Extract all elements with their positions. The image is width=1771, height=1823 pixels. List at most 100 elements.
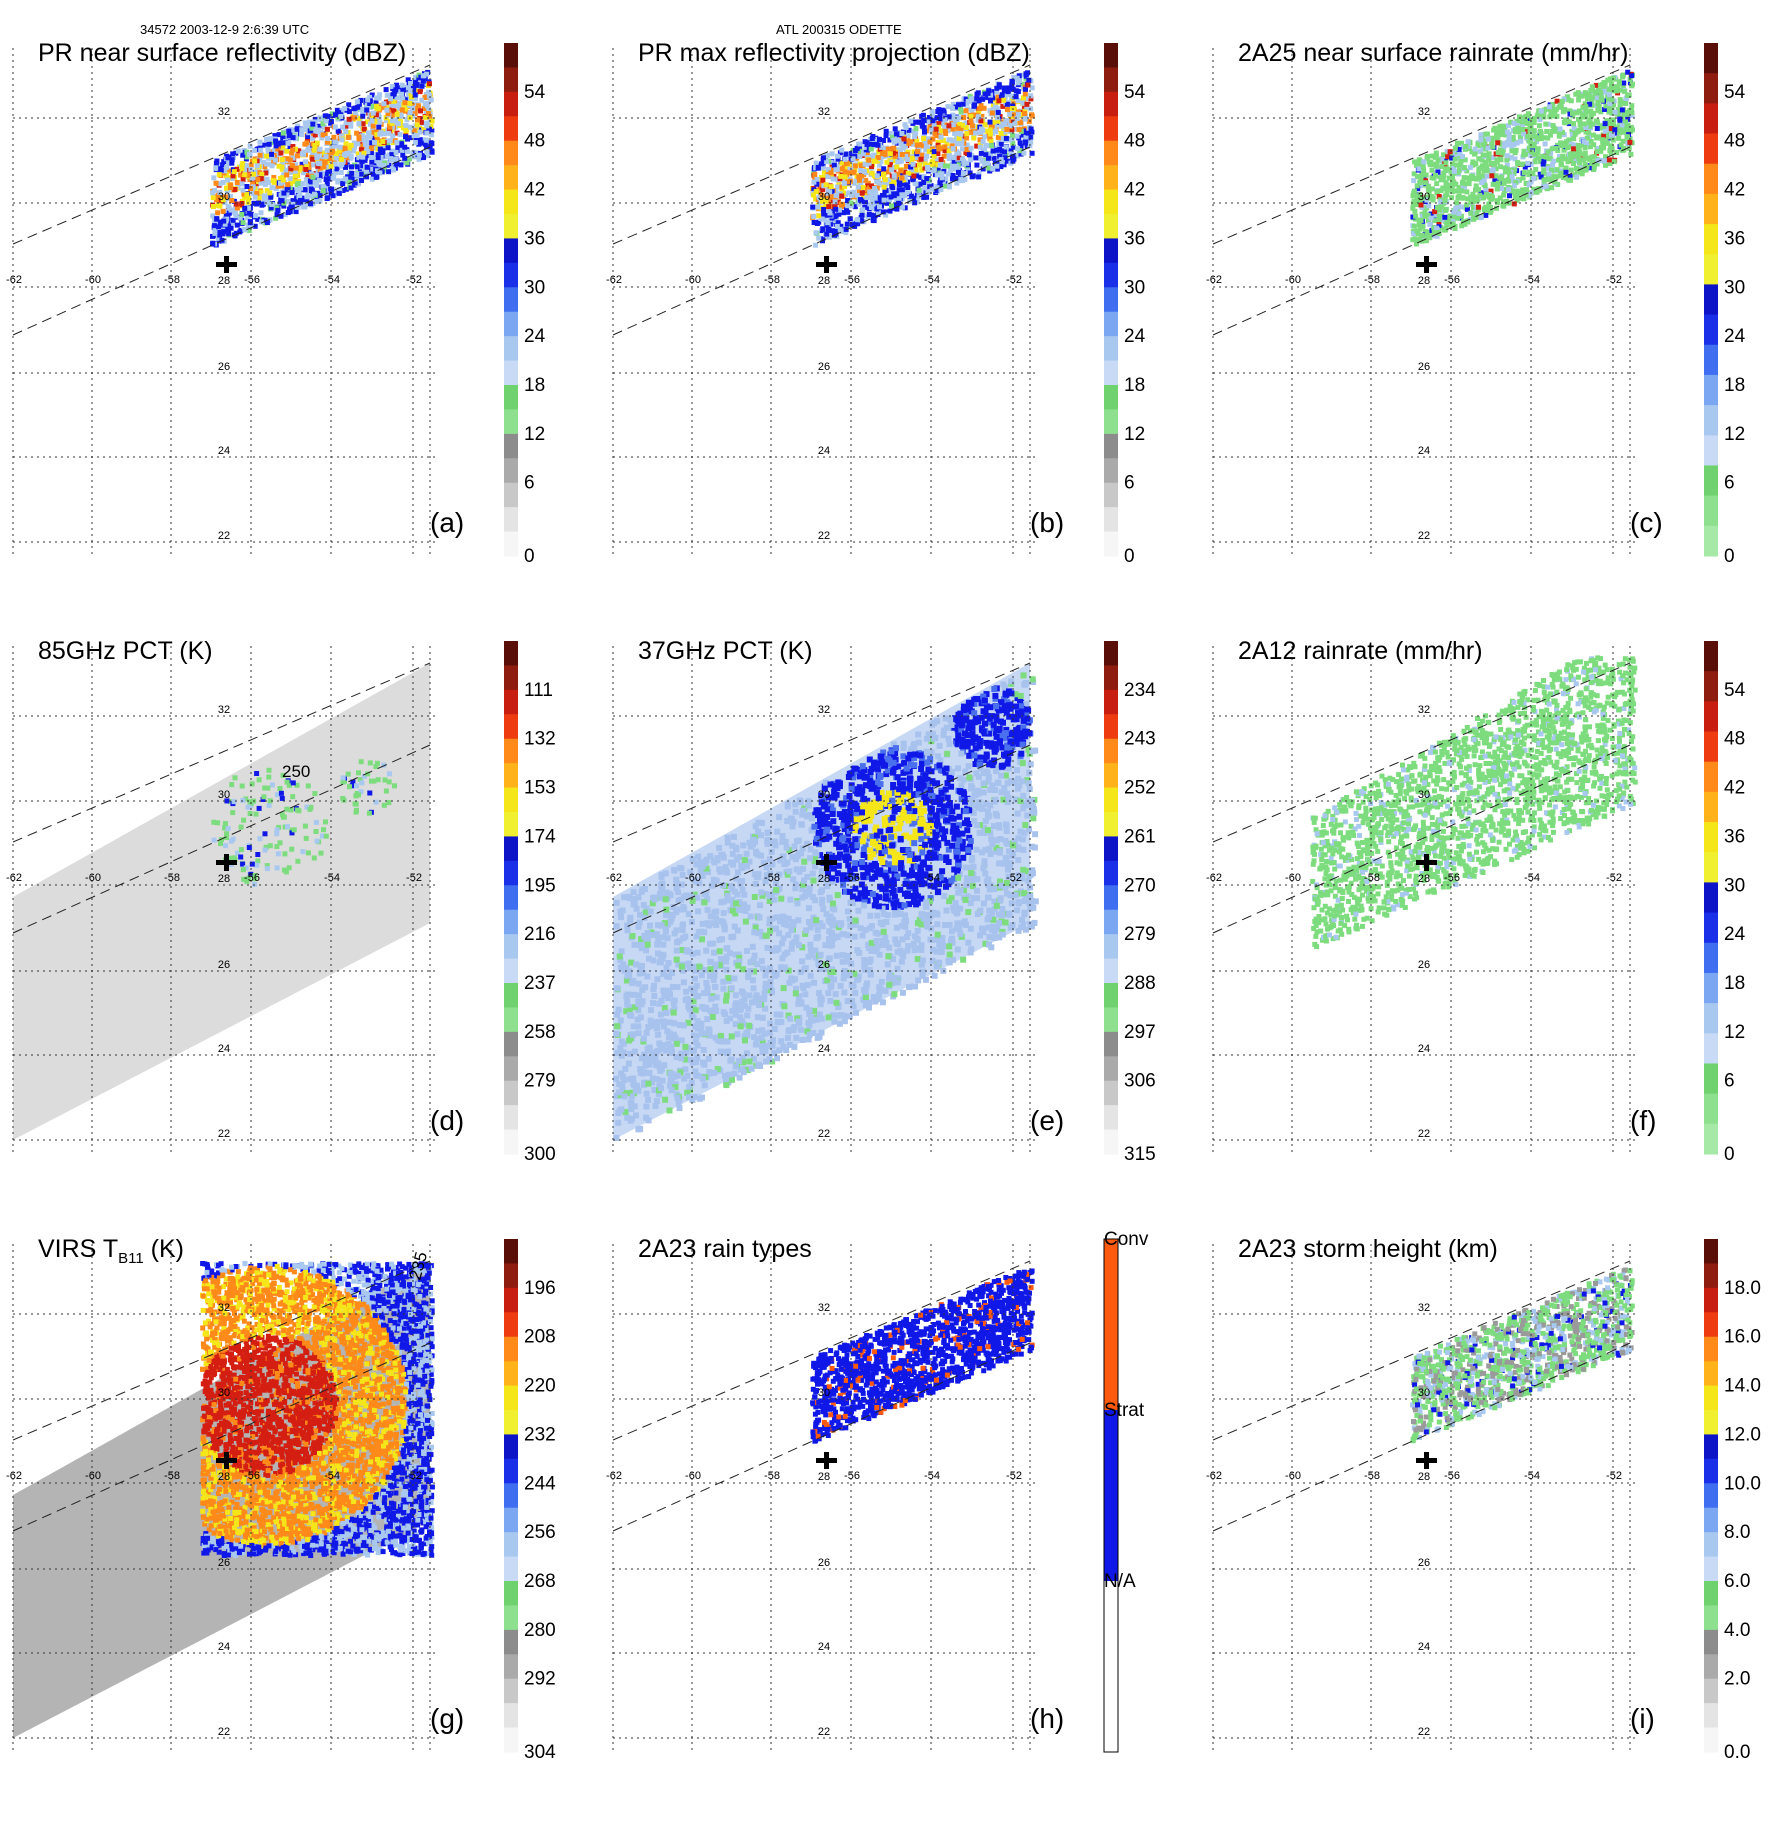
rainrate-cell	[1571, 121, 1576, 126]
reflectivity-cell	[856, 185, 861, 190]
reflectivity-cell	[951, 122, 956, 127]
reflectivity-cell	[390, 134, 395, 139]
colorbar-segment	[1104, 458, 1118, 483]
rainrate-cell	[1458, 188, 1463, 193]
reflectivity-cell	[400, 83, 405, 88]
reflectivity-cell	[258, 148, 263, 153]
reflectivity-cell	[310, 157, 315, 162]
rainrate-cell	[1594, 136, 1599, 141]
reflectivity-cell	[212, 231, 217, 236]
reflectivity-cell	[258, 153, 263, 158]
pct37-cell	[636, 1030, 642, 1036]
colorbar-label: 36	[524, 228, 545, 249]
colorbar-label: 42	[1724, 180, 1745, 201]
rainrate-cell	[1553, 108, 1558, 113]
pct37-cell	[799, 958, 805, 964]
pct85-cell	[239, 825, 244, 830]
reflectivity-cell	[217, 172, 222, 177]
rainrate-cell	[1599, 95, 1604, 100]
lon-tick-label: -52	[406, 274, 422, 286]
colorbar-label: 153	[524, 778, 556, 799]
reflectivity-cell	[403, 134, 408, 139]
rainrate-cell	[1590, 95, 1595, 100]
reflectivity-cell	[967, 152, 972, 157]
pct85-cell	[304, 836, 309, 841]
pct85-cell	[354, 808, 359, 813]
rainrate-cell	[1479, 215, 1484, 220]
rainrate-cell	[1574, 175, 1579, 180]
reflectivity-cell	[211, 175, 216, 180]
reflectivity-cell	[419, 98, 424, 103]
lon-tick-label: -52	[1006, 274, 1022, 286]
reflectivity-cell	[956, 126, 961, 131]
rainrate-cell	[1494, 198, 1499, 203]
rainrate-cell	[1559, 157, 1564, 162]
pct85-cell	[257, 777, 262, 782]
rainrate-cell	[1606, 87, 1611, 92]
reflectivity-cell	[866, 158, 871, 163]
reflectivity-cell	[239, 212, 244, 217]
rainrate-cell	[1485, 153, 1490, 158]
rainrate-cell	[1445, 183, 1450, 188]
reflectivity-cell	[264, 162, 269, 167]
pct85-cell	[267, 768, 272, 773]
pct85-cell	[270, 783, 275, 788]
reflectivity-cell	[424, 123, 429, 128]
reflectivity-cell	[321, 188, 326, 193]
reflectivity-cell	[816, 165, 821, 170]
reflectivity-cell	[343, 129, 348, 134]
rainrate-cell	[1569, 98, 1574, 103]
rainrate-cell	[1433, 155, 1438, 160]
reflectivity-cell	[333, 112, 338, 117]
reflectivity-cell	[961, 102, 966, 107]
rainrate-cell	[1422, 214, 1427, 219]
reflectivity-cell	[869, 147, 874, 152]
reflectivity-cell	[914, 126, 919, 131]
rainrate-cell	[1419, 233, 1424, 238]
reflectivity-cell	[1014, 88, 1019, 93]
reflectivity-cell	[884, 133, 889, 138]
reflectivity-cell	[970, 123, 975, 128]
reflectivity-cell	[884, 129, 889, 134]
colorbar-segment	[1704, 194, 1718, 225]
reflectivity-cell	[359, 172, 364, 177]
storm-center-icon	[816, 256, 837, 273]
colorbar-segment	[504, 287, 518, 312]
panel-label: (a)	[430, 507, 464, 539]
reflectivity-cell	[904, 182, 909, 187]
rainrate-cell	[1620, 107, 1625, 112]
rainrate-cell	[1433, 173, 1438, 178]
rainrate-cell	[1617, 79, 1622, 84]
colorbar-label: 30	[1124, 277, 1145, 298]
pct85-cell	[280, 796, 285, 801]
reflectivity-cell	[311, 162, 316, 167]
reflectivity-cell	[988, 120, 993, 125]
reflectivity-cell	[911, 162, 916, 167]
reflectivity-cell	[940, 175, 945, 180]
reflectivity-cell	[910, 156, 915, 161]
reflectivity-cell	[279, 165, 284, 170]
reflectivity-cell	[1004, 136, 1009, 141]
reflectivity-cell	[241, 177, 246, 182]
reflectivity-cell	[360, 155, 365, 160]
reflectivity-cell	[270, 185, 275, 190]
reflectivity-cell	[338, 145, 343, 150]
rainrate-cell	[1411, 178, 1416, 183]
rainrate-cell	[1499, 157, 1504, 162]
reflectivity-cell	[364, 108, 369, 113]
reflectivity-cell	[974, 163, 979, 168]
pct85-cell	[292, 827, 297, 832]
rainrate-cell	[1561, 109, 1566, 114]
rainrate-cell	[1417, 222, 1422, 227]
pct37-cell	[944, 751, 950, 757]
reflectivity-cell	[415, 123, 420, 128]
rainrate-cell	[1468, 211, 1473, 216]
reflectivity-cell	[961, 171, 966, 176]
reflectivity-cell	[912, 134, 917, 139]
reflectivity-cell	[229, 208, 234, 213]
reflectivity-cell	[369, 160, 374, 165]
reflectivity-cell	[1023, 117, 1028, 122]
reflectivity-cell	[831, 177, 836, 182]
rainrate-cell	[1603, 80, 1608, 85]
reflectivity-cell	[221, 209, 226, 214]
